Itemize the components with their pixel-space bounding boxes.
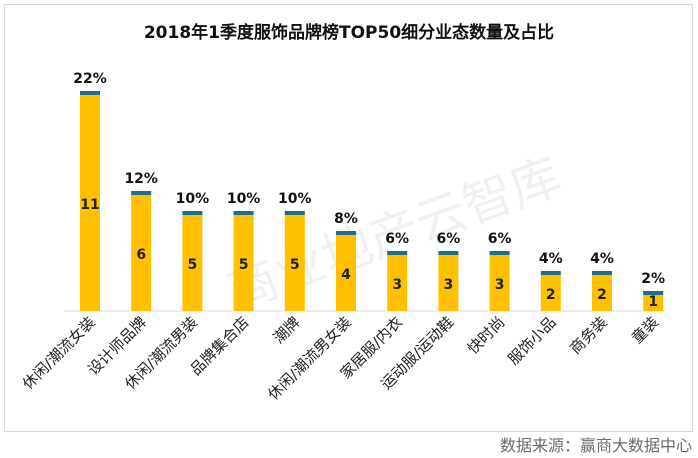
x-tick-label: 潮牌	[270, 313, 304, 347]
x-tick-label: 休闲/潮流女装	[19, 313, 99, 393]
value-label: 3	[444, 277, 454, 293]
x-tick-label: 童装	[628, 313, 662, 347]
bar-percent-cap	[438, 251, 459, 255]
bar-count	[80, 95, 100, 311]
bar-percent-cap	[182, 211, 203, 215]
bar-count	[233, 215, 254, 311]
value-label: 5	[290, 257, 300, 273]
bar-count	[131, 195, 152, 311]
source-note: 数据来源：赢商大数据中心	[499, 436, 692, 455]
value-label: 2	[597, 287, 607, 303]
bar-percent-cap	[643, 291, 664, 295]
bar-count	[182, 215, 203, 311]
value-label: 3	[495, 277, 505, 293]
percent-label: 6%	[488, 231, 512, 247]
value-label: 3	[392, 277, 402, 293]
bar-count	[540, 275, 561, 311]
percent-label: 22%	[73, 71, 107, 87]
percent-label: 6%	[385, 231, 409, 247]
bar-percent-cap	[592, 271, 612, 275]
percent-label: 10%	[227, 191, 261, 207]
x-tick-label: 快时尚	[464, 313, 509, 358]
bar-count	[284, 215, 305, 311]
percent-label: 6%	[437, 231, 461, 247]
bar-percent-cap	[336, 231, 356, 235]
value-label: 2	[546, 287, 556, 303]
bar-percent-cap	[131, 191, 152, 195]
bar-percent-cap	[387, 251, 408, 255]
chart-frame	[4, 4, 693, 432]
percent-label: 2%	[641, 271, 665, 287]
bar-percent-cap	[540, 271, 561, 275]
percent-label: 4%	[590, 251, 614, 267]
bar-count	[592, 275, 612, 311]
value-label: 5	[239, 257, 249, 273]
chart-title: 2018年1季度服饰品牌榜TOP50细分业态数量及占比	[143, 23, 555, 43]
value-label: 1	[648, 294, 658, 310]
bar-count	[438, 255, 459, 311]
x-tick-label: 商务装	[566, 313, 611, 358]
value-label: 11	[80, 197, 99, 213]
x-tick-label: 服饰小品	[504, 313, 559, 368]
percent-label: 10%	[176, 191, 210, 207]
bar-percent-cap	[80, 91, 100, 95]
bar-count	[387, 255, 408, 311]
bar-count	[336, 235, 356, 311]
percent-label: 4%	[539, 251, 563, 267]
value-label: 5	[188, 257, 198, 273]
value-label: 6	[136, 247, 146, 263]
percent-label: 8%	[334, 211, 358, 227]
bar-count	[643, 295, 664, 311]
value-label: 4	[341, 267, 351, 283]
bar-percent-cap	[233, 211, 254, 215]
bar-percent-cap	[284, 211, 305, 215]
bar-percent-cap	[489, 251, 510, 255]
percent-label: 12%	[124, 171, 158, 187]
percent-label: 10%	[278, 191, 312, 207]
bar-count	[489, 255, 510, 311]
